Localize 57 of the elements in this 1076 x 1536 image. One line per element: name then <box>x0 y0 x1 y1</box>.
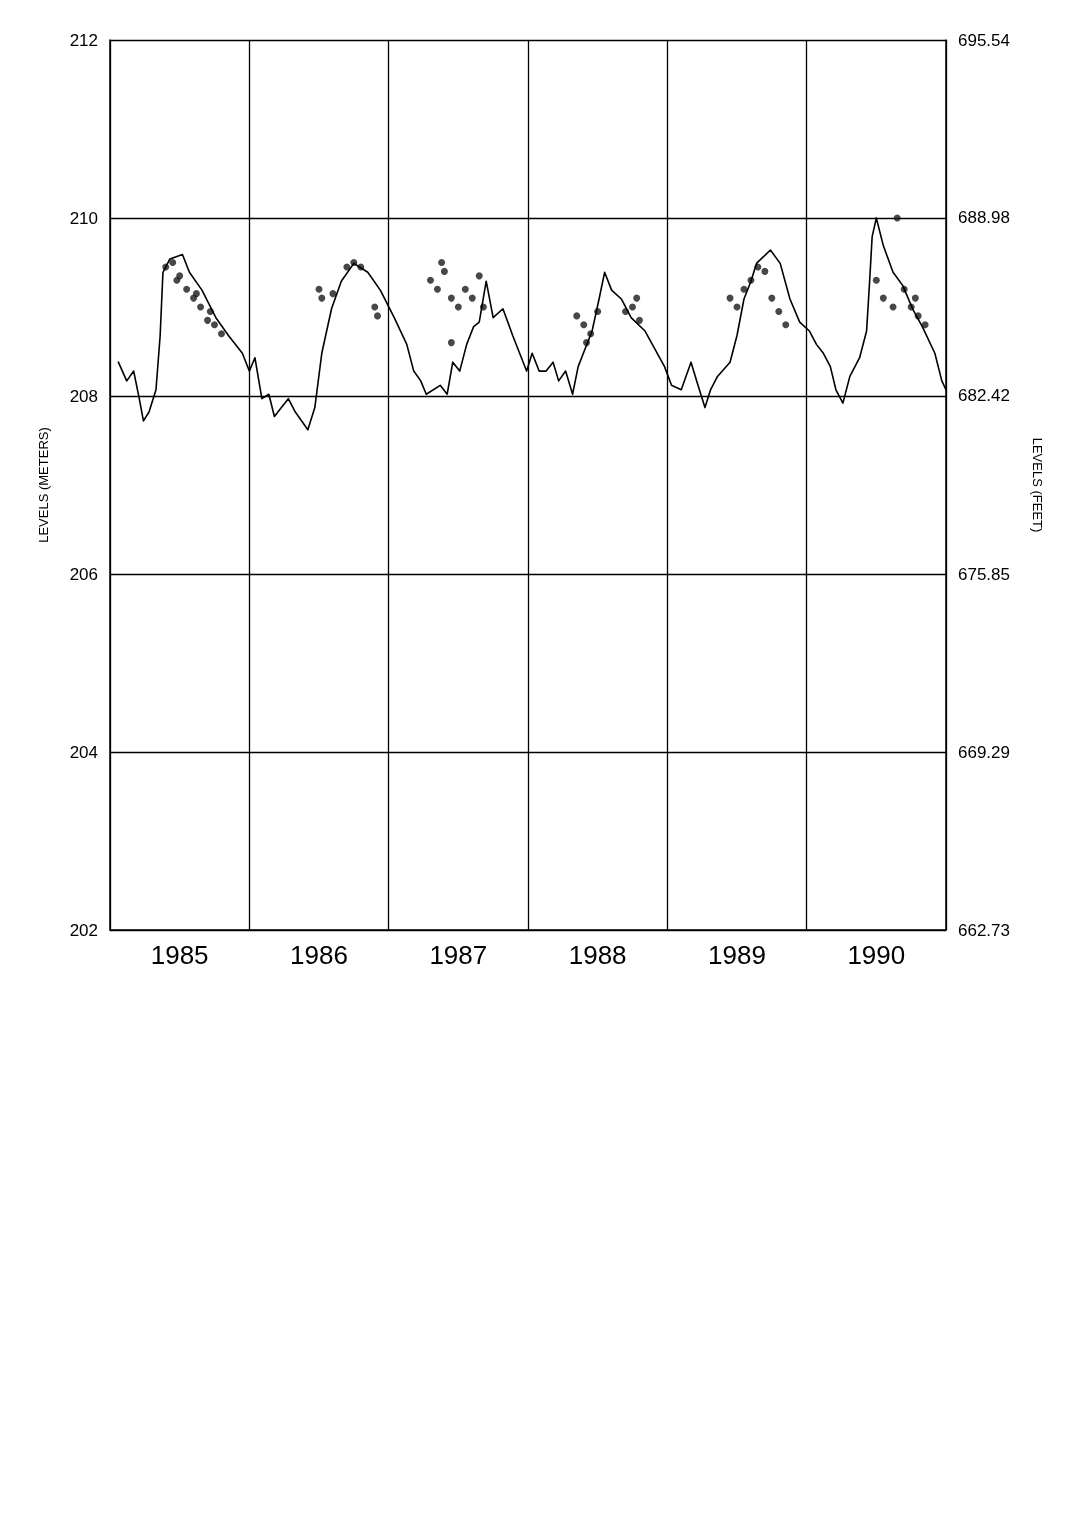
point <box>183 285 191 293</box>
y-tick-label: 210 <box>69 208 98 228</box>
x-tick-label: 1987 <box>429 940 488 970</box>
y2-tick-label: 682.42 <box>958 386 1010 406</box>
y2-tick-label: 669.29 <box>958 742 1010 762</box>
point <box>872 276 880 284</box>
point <box>580 321 588 329</box>
y-tick-label: 202 <box>69 920 98 940</box>
point <box>633 294 641 302</box>
point <box>204 316 212 324</box>
y-tick-label: 206 <box>69 564 98 584</box>
point <box>440 267 448 275</box>
point <box>911 294 919 302</box>
point <box>768 294 776 302</box>
x-tick-label: 1986 <box>290 940 348 970</box>
x-tick-label: 1990 <box>847 940 906 970</box>
point <box>315 285 323 293</box>
point <box>438 259 446 266</box>
y2-tick-label: 695.54 <box>958 30 1010 50</box>
y2-tick-label: 662.73 <box>958 920 1010 940</box>
x-tick-label: 1989 <box>708 940 766 970</box>
point <box>468 294 476 302</box>
x-tick-label: 1988 <box>568 940 627 970</box>
y2-tick-label: 675.85 <box>958 564 1010 584</box>
point <box>775 307 783 315</box>
point <box>475 272 483 280</box>
point <box>426 276 434 284</box>
y2-tick-label: 688.98 <box>958 208 1010 228</box>
point <box>447 294 455 302</box>
point <box>192 290 200 298</box>
point <box>318 294 326 302</box>
point <box>374 312 382 320</box>
point <box>761 267 769 275</box>
point <box>329 290 337 298</box>
point <box>635 316 643 324</box>
y-tick-label: 212 <box>69 30 98 50</box>
point <box>169 259 177 266</box>
y-axis-title: LEVELS (METERS) <box>36 427 51 543</box>
point <box>447 339 455 347</box>
point <box>782 321 790 329</box>
point <box>629 303 636 311</box>
point <box>893 214 901 222</box>
point <box>173 276 181 284</box>
point <box>343 263 351 271</box>
point <box>433 285 441 293</box>
point <box>879 294 887 302</box>
y-tick-label: 208 <box>69 386 98 406</box>
point <box>197 303 205 311</box>
y2-axis-title: LEVELS (FEET) <box>1030 437 1045 533</box>
y-tick-label: 204 <box>69 742 98 762</box>
point <box>211 321 218 329</box>
point <box>461 285 469 293</box>
point <box>573 312 581 320</box>
x-tick-label: 1985 <box>150 940 209 970</box>
point <box>454 303 462 311</box>
point <box>217 330 225 338</box>
point <box>371 303 379 311</box>
